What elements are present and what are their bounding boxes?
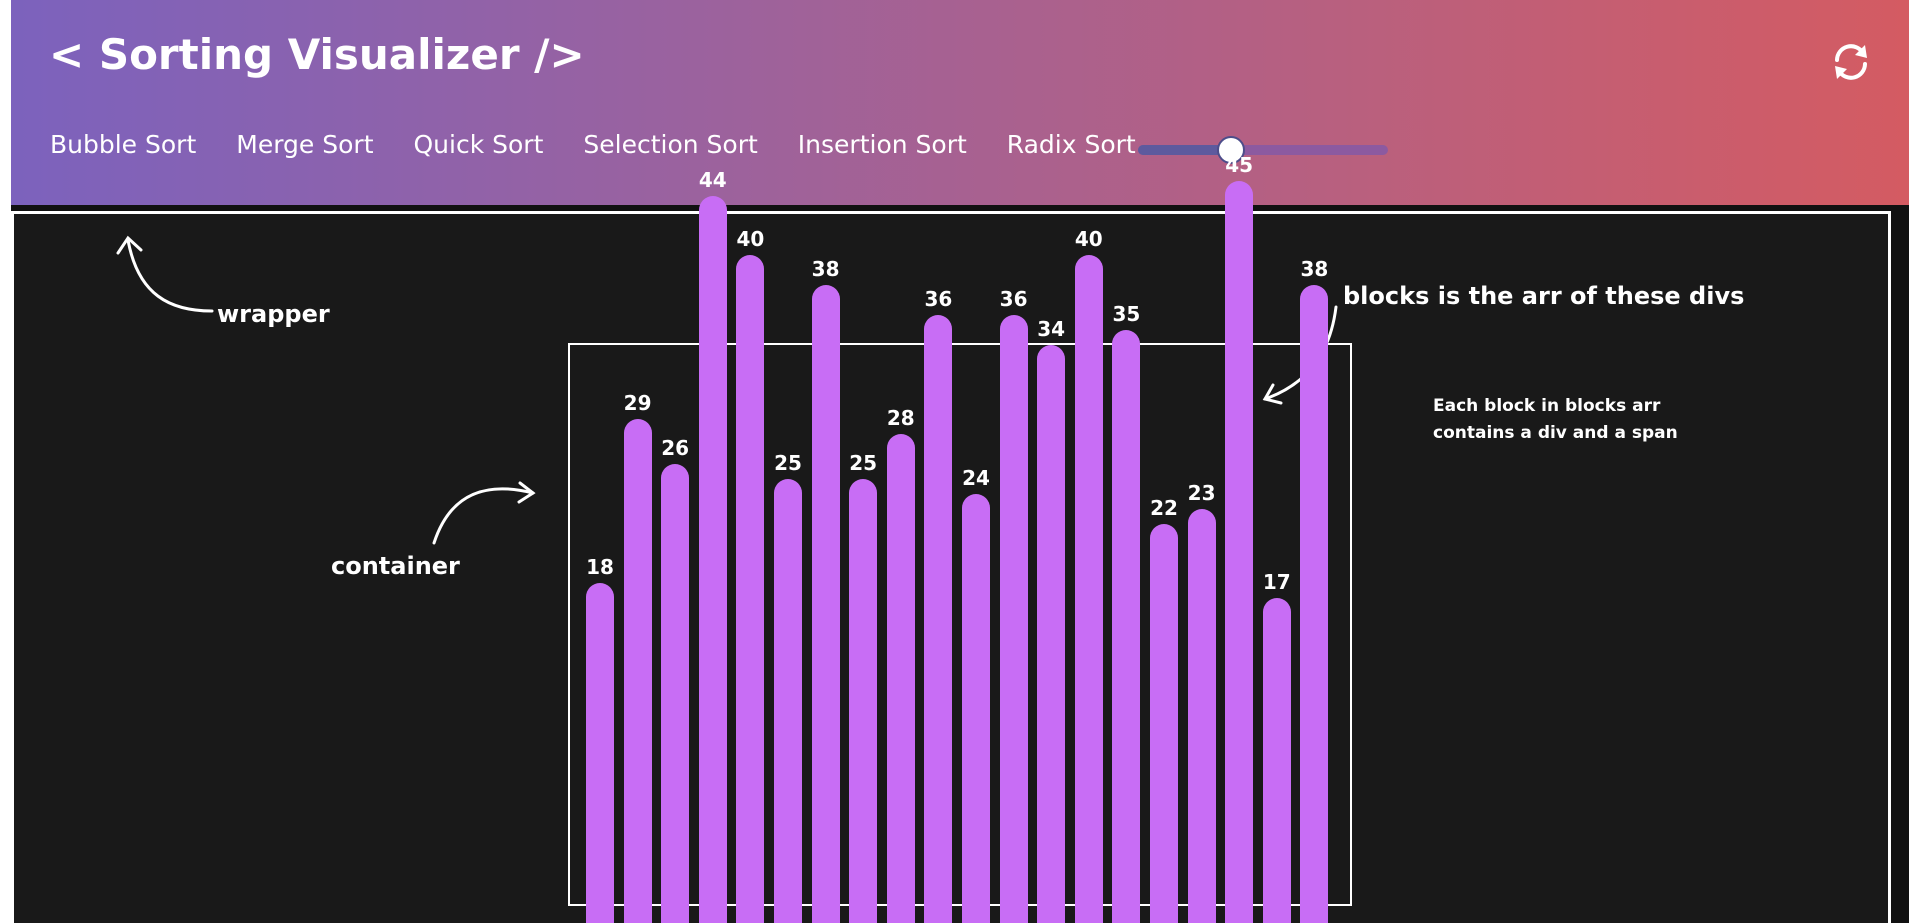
refresh-icon[interactable] <box>1829 40 1873 84</box>
block-value: 36 <box>999 287 1028 312</box>
block-value: 23 <box>1187 480 1216 505</box>
block-value: 22 <box>1150 495 1178 520</box>
nav-radix-sort[interactable]: Radix Sort <box>1006 130 1136 159</box>
nav-insertion-sort[interactable]: Insertion Sort <box>797 130 967 159</box>
block-bar <box>586 583 614 923</box>
block-value: 24 <box>962 465 990 490</box>
each-block-note-line2: contains a div and a span <box>1433 423 1678 443</box>
block-value: 45 <box>1225 152 1254 177</box>
algorithm-nav: Bubble Sort Merge Sort Quick Sort Select… <box>50 130 1176 159</box>
block-value: 25 <box>774 450 802 475</box>
block-bar <box>1300 285 1329 923</box>
slider-thumb[interactable] <box>1216 136 1245 164</box>
block-bar <box>1074 255 1103 923</box>
nav-selection-sort[interactable]: Selection Sort <box>583 130 758 159</box>
block-bar <box>962 493 990 923</box>
block-value: 36 <box>924 287 953 312</box>
block-value: 34 <box>1037 316 1066 341</box>
block-value: 35 <box>1112 301 1141 326</box>
container-box <box>568 343 1352 906</box>
block-bar <box>1262 598 1291 923</box>
size-slider[interactable] <box>1128 136 1388 164</box>
app-title: < Sorting Visualizer /> <box>49 30 585 79</box>
block-bar <box>924 315 953 923</box>
block-bar <box>811 285 840 923</box>
block-value: 28 <box>886 406 915 431</box>
block-bar <box>1037 344 1066 923</box>
blocks-label: blocks is the arr of these divs <box>1343 282 1745 310</box>
block-value: 29 <box>623 391 652 416</box>
block-value: 38 <box>1300 257 1329 282</box>
each-block-note-line1: Each block in blocks arr <box>1433 396 1661 416</box>
block-bar <box>698 195 727 923</box>
nav-bubble-sort[interactable]: Bubble Sort <box>50 130 197 159</box>
block-bar <box>1150 523 1178 923</box>
nav-merge-sort[interactable]: Merge Sort <box>236 130 374 159</box>
block-value: 38 <box>811 257 840 282</box>
block-bar <box>736 255 765 923</box>
wrapper-label: wrapper <box>217 300 330 328</box>
block-bar <box>774 478 802 923</box>
block-bar <box>999 315 1028 923</box>
wrapper-arrow-icon <box>116 235 214 313</box>
each-block-note: Each block in blocks arr contains a div … <box>1433 393 1678 447</box>
block-value: 26 <box>661 436 690 461</box>
block-bar <box>1112 329 1141 923</box>
block-bar <box>623 419 652 923</box>
block-value: 17 <box>1262 570 1291 595</box>
container-label: container <box>331 552 460 580</box>
block-bar <box>1225 180 1254 923</box>
block-bar <box>849 478 878 923</box>
block-value: 18 <box>586 555 614 580</box>
slider-fill <box>1138 145 1231 155</box>
block-bar <box>886 434 915 923</box>
block-value: 25 <box>849 450 878 475</box>
block-value: 40 <box>1074 227 1103 252</box>
header: < Sorting Visualizer /> Bubble Sort Merg… <box>11 0 1909 205</box>
block-bar <box>661 464 690 923</box>
nav-quick-sort[interactable]: Quick Sort <box>413 130 544 159</box>
container-arrow-icon <box>432 481 536 545</box>
block-value: 40 <box>736 227 765 252</box>
slider-track <box>1138 145 1388 155</box>
block-bar <box>1187 508 1216 923</box>
block-value: 44 <box>698 167 727 192</box>
